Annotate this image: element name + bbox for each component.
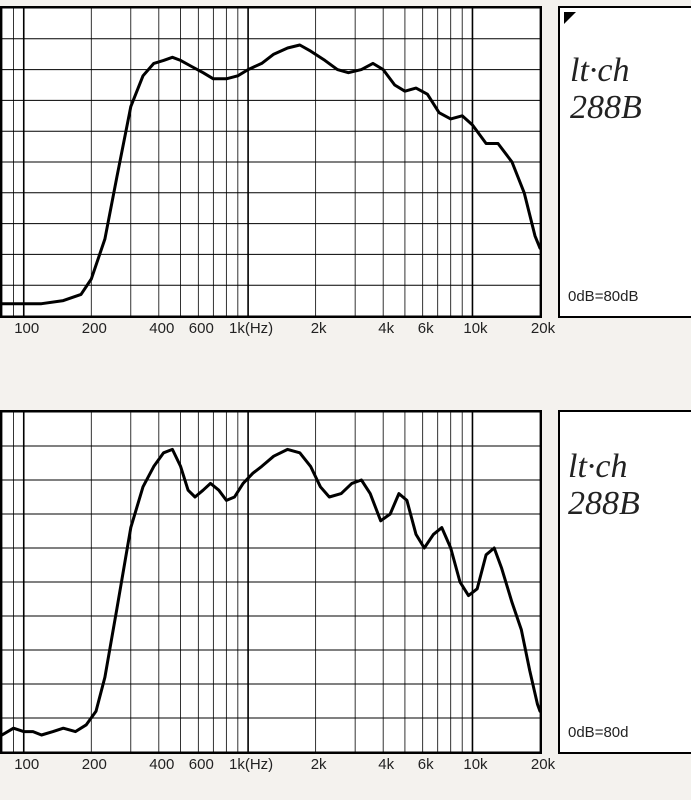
- xaxis-tick-label: 10k: [450, 756, 500, 773]
- xaxis-tick-label: 2k: [294, 320, 344, 337]
- handwriting-bottom: lt·ch 288B: [568, 448, 640, 523]
- chart-bottom-svg: [2, 412, 540, 752]
- xaxis-tick-label: 600: [176, 756, 226, 773]
- xaxis-tick-label: 1k(Hz): [226, 756, 276, 773]
- ref-label-top: 0dB=80dB: [568, 288, 638, 305]
- xaxis-tick-label: 10k: [450, 320, 500, 337]
- sidebox-bottom: lt·ch 288B 0dB=80d: [558, 410, 691, 754]
- chart-top-svg: [2, 8, 540, 316]
- chart-top-frame: [0, 6, 542, 318]
- xaxis-tick-label: 200: [69, 756, 119, 773]
- xaxis-tick-label: 20k: [518, 756, 568, 773]
- xaxis-tick-label: 200: [69, 320, 119, 337]
- corner-triangle-icon: [564, 12, 576, 24]
- sidebox-top: lt·ch 288B 0dB=80dB: [558, 6, 691, 318]
- xaxis-tick-label: 2k: [294, 756, 344, 773]
- ref-label-bottom: 0dB=80d: [568, 724, 628, 741]
- handwriting-top: lt·ch 288B: [570, 52, 642, 127]
- xaxis-tick-label: 100: [2, 756, 52, 773]
- xaxis-tick-label: 6k: [401, 756, 451, 773]
- xaxis-tick-label: 100: [2, 320, 52, 337]
- xaxis-tick-label: 20k: [518, 320, 568, 337]
- chart-bottom-frame: [0, 410, 542, 754]
- xaxis-tick-label: 6k: [401, 320, 451, 337]
- xaxis-tick-label: 600: [176, 320, 226, 337]
- xaxis-tick-label: 1k(Hz): [226, 320, 276, 337]
